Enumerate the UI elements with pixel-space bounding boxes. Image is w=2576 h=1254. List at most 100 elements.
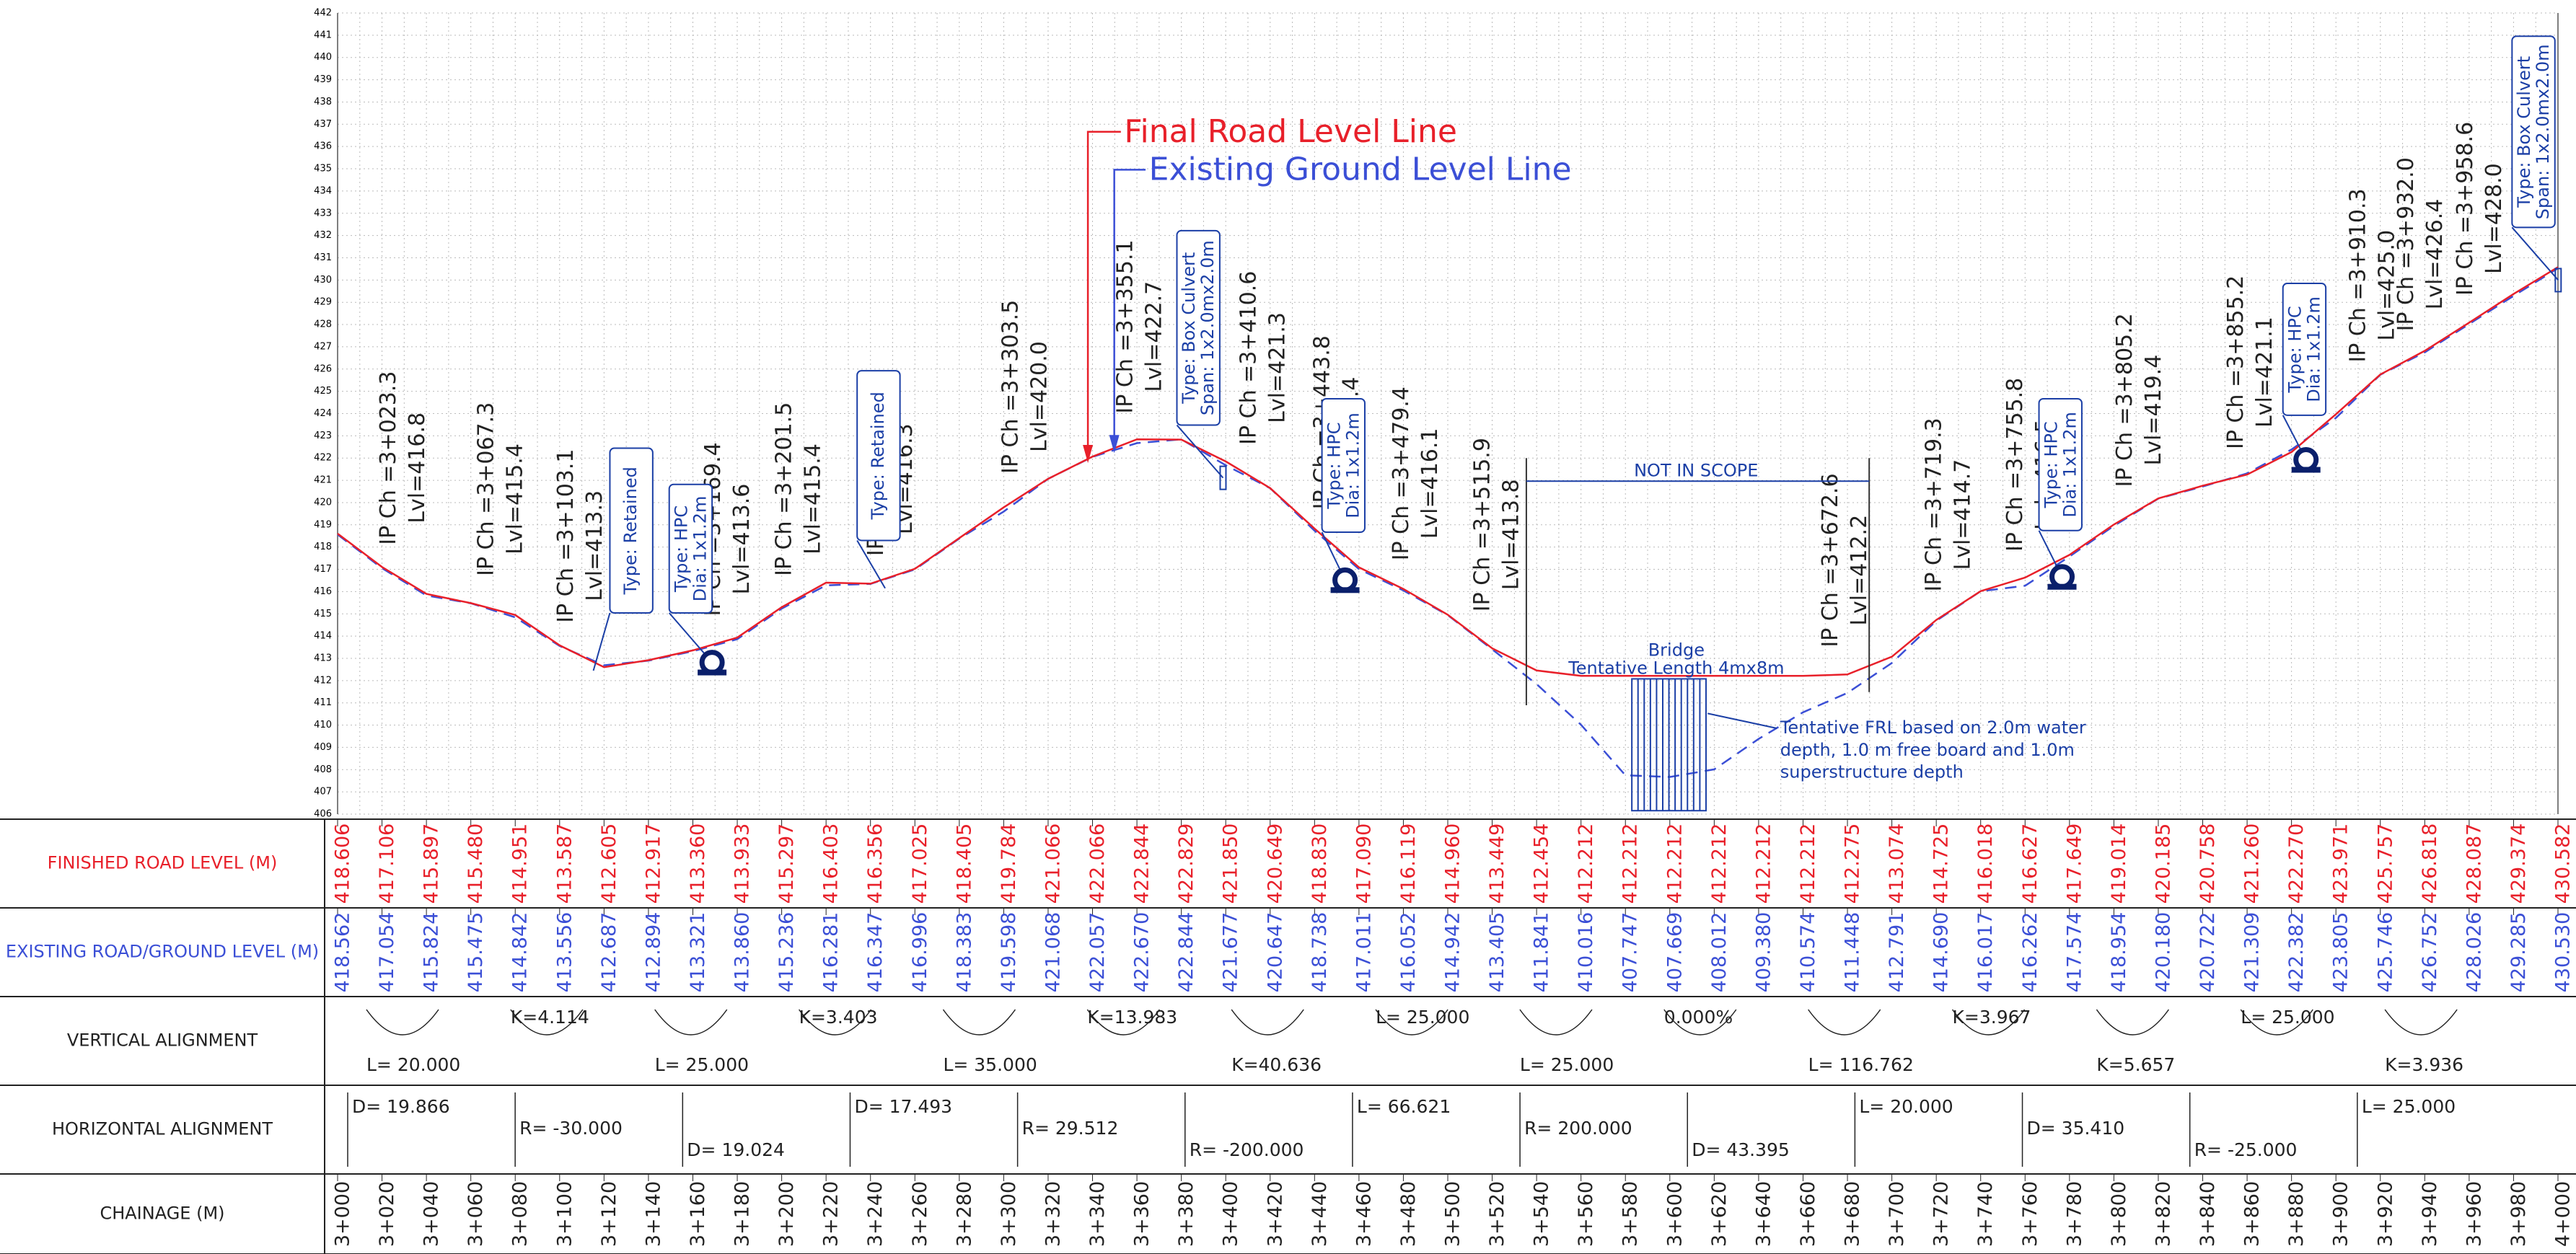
level-label: 412 xyxy=(314,675,332,686)
level-label: 428 xyxy=(314,319,332,330)
ip-level: Lvl=421.1 xyxy=(2252,317,2277,428)
ip-level: Lvl=422.7 xyxy=(1141,281,1166,392)
ip-chainage: IP Ch =3+515.9 xyxy=(1469,438,1495,611)
ip-level: Lvl=416.1 xyxy=(1417,428,1443,539)
level-label: 411 xyxy=(314,697,332,708)
ip-chainage: IP Ch =3+479.4 xyxy=(1389,387,1414,560)
horizontal-alignment: R= -30.000 xyxy=(519,1118,623,1139)
egl-value: 413.405 xyxy=(1486,912,1508,993)
egl-value: 429.285 xyxy=(2507,912,2530,993)
horizontal-alignment: L= 20.000 xyxy=(1859,1096,1953,1117)
structure-type: Type: HPC xyxy=(1324,422,1344,509)
egl-value: 413.860 xyxy=(731,912,754,993)
pipe-base xyxy=(2292,467,2321,473)
chainage-value: 3+680 xyxy=(1842,1181,1864,1247)
level-label: 438 xyxy=(314,97,332,107)
chainage-value: 3+200 xyxy=(775,1181,798,1247)
ip-chainage: IP Ch =3+303.5 xyxy=(998,300,1024,474)
level-label: 408 xyxy=(314,764,332,775)
level-label: 434 xyxy=(314,185,332,196)
ip-level: Lvl=428.0 xyxy=(2482,163,2507,274)
structure-size: Span: 1x2.0mx2.0m xyxy=(2533,44,2553,219)
vertical-alignment: K=5.657 xyxy=(2096,1054,2175,1075)
frl-value: 415.297 xyxy=(775,824,798,904)
bridge-length: Tentative Length 4mx8m xyxy=(1568,658,1784,679)
level-label: 425 xyxy=(314,386,332,397)
egl-value: 409.380 xyxy=(1752,912,1775,993)
frl-value: 420.185 xyxy=(2152,824,2174,904)
ip-chainage: IP Ch =3+672.6 xyxy=(1818,473,1843,647)
chainage-value: 3+580 xyxy=(1619,1181,1642,1247)
ip-level: Lvl=421.3 xyxy=(1265,312,1290,423)
chainage-value: 3+660 xyxy=(1797,1181,1819,1247)
egl-value: 418.738 xyxy=(1309,912,1331,993)
ip-chainage: IP Ch =3+067.3 xyxy=(474,402,499,576)
egl-value: 418.383 xyxy=(953,912,975,993)
bridge-label: Bridge xyxy=(1648,640,1705,661)
level-label: 442 xyxy=(314,8,332,19)
level-label: 424 xyxy=(314,408,332,419)
chainage-value: 3+960 xyxy=(2463,1181,2485,1247)
frl-note: Tentative FRL based on 2.0m water xyxy=(1780,717,2086,738)
chainage-value: 3+880 xyxy=(2285,1181,2308,1247)
structure-size: Dia: 1x1.2m xyxy=(1342,412,1363,518)
egl-value: 417.011 xyxy=(1353,912,1375,993)
level-label: 436 xyxy=(314,141,332,152)
structure-type: Type: Box Culvert xyxy=(2514,56,2534,208)
level-label: 407 xyxy=(314,787,332,798)
ip-level: Lvl=413.3 xyxy=(582,490,607,601)
chainage-value: 3+140 xyxy=(642,1181,664,1247)
ip-chainage: IP Ch =3+805.2 xyxy=(2112,313,2137,487)
egl-value: 408.012 xyxy=(1708,912,1731,993)
level-label: 413 xyxy=(314,653,332,663)
egl-value: 415.236 xyxy=(775,912,798,993)
ip-level: Lvl=419.4 xyxy=(2141,355,2166,466)
frl-value: 412.275 xyxy=(1842,824,1864,904)
frl-value: 413.074 xyxy=(1886,824,1908,904)
egl-value: 407.669 xyxy=(1663,912,1686,993)
level-label: 419 xyxy=(314,519,332,530)
frl-value: 412.454 xyxy=(1531,824,1553,904)
pipe-culvert xyxy=(2296,450,2316,470)
chainage-value: 3+780 xyxy=(2063,1181,2085,1247)
chainage-value: 3+360 xyxy=(1131,1181,1153,1247)
egl-value: 421.068 xyxy=(1042,912,1064,993)
frl-value: 419.014 xyxy=(2108,824,2130,904)
level-label: 410 xyxy=(314,720,332,730)
chainage-value: 3+760 xyxy=(2019,1181,2041,1247)
pipe-culvert xyxy=(1335,570,1355,590)
frl-value: 412.212 xyxy=(1752,824,1775,904)
chainage-value: 3+120 xyxy=(598,1181,620,1247)
frl-value: 430.582 xyxy=(2552,824,2575,904)
egl-value: 416.281 xyxy=(820,912,843,993)
egl-value: 428.026 xyxy=(2463,912,2485,993)
level-label: 430 xyxy=(314,275,332,286)
level-label: 422 xyxy=(314,453,332,464)
chainage-value: 3+640 xyxy=(1752,1181,1775,1247)
frl-value: 416.356 xyxy=(864,824,887,904)
structure-type: Type: HPC xyxy=(671,505,691,593)
legend-egl: Existing Ground Level Line xyxy=(1149,151,1572,188)
horizontal-alignment: D= 43.395 xyxy=(1692,1139,1790,1160)
level-label: 435 xyxy=(314,164,332,175)
frl-value: 416.627 xyxy=(2019,824,2041,904)
chainage-value: 3+460 xyxy=(1353,1181,1375,1247)
horizontal-alignment: D= 19.866 xyxy=(352,1096,450,1117)
egl-value: 422.670 xyxy=(1131,912,1153,993)
ip-chainage: IP Ch =3+755.8 xyxy=(2003,378,2028,552)
structure-size: Dia: 1x1.2m xyxy=(2060,412,2080,518)
not-in-scope: NOT IN SCOPE xyxy=(1634,461,1758,481)
frl-value: 414.951 xyxy=(509,824,532,904)
frl-value: 418.405 xyxy=(953,824,975,904)
profile-drawing: 4064074084094104114124134144154164174184… xyxy=(0,0,2576,1254)
frl-value: 414.960 xyxy=(1442,824,1464,904)
chainage-value: 3+220 xyxy=(820,1181,843,1247)
frl-value: 428.087 xyxy=(2463,824,2485,904)
ip-chainage: IP Ch =3+719.3 xyxy=(1922,418,1947,591)
structure-type: Type: HPC xyxy=(2285,306,2305,393)
ip-chainage: IP Ch =3+910.3 xyxy=(2345,188,2370,362)
chainage-value: 3+320 xyxy=(1042,1181,1064,1247)
level-label: 439 xyxy=(314,74,332,85)
egl-value: 414.690 xyxy=(1930,912,1953,993)
egl-value: 413.556 xyxy=(553,912,576,993)
